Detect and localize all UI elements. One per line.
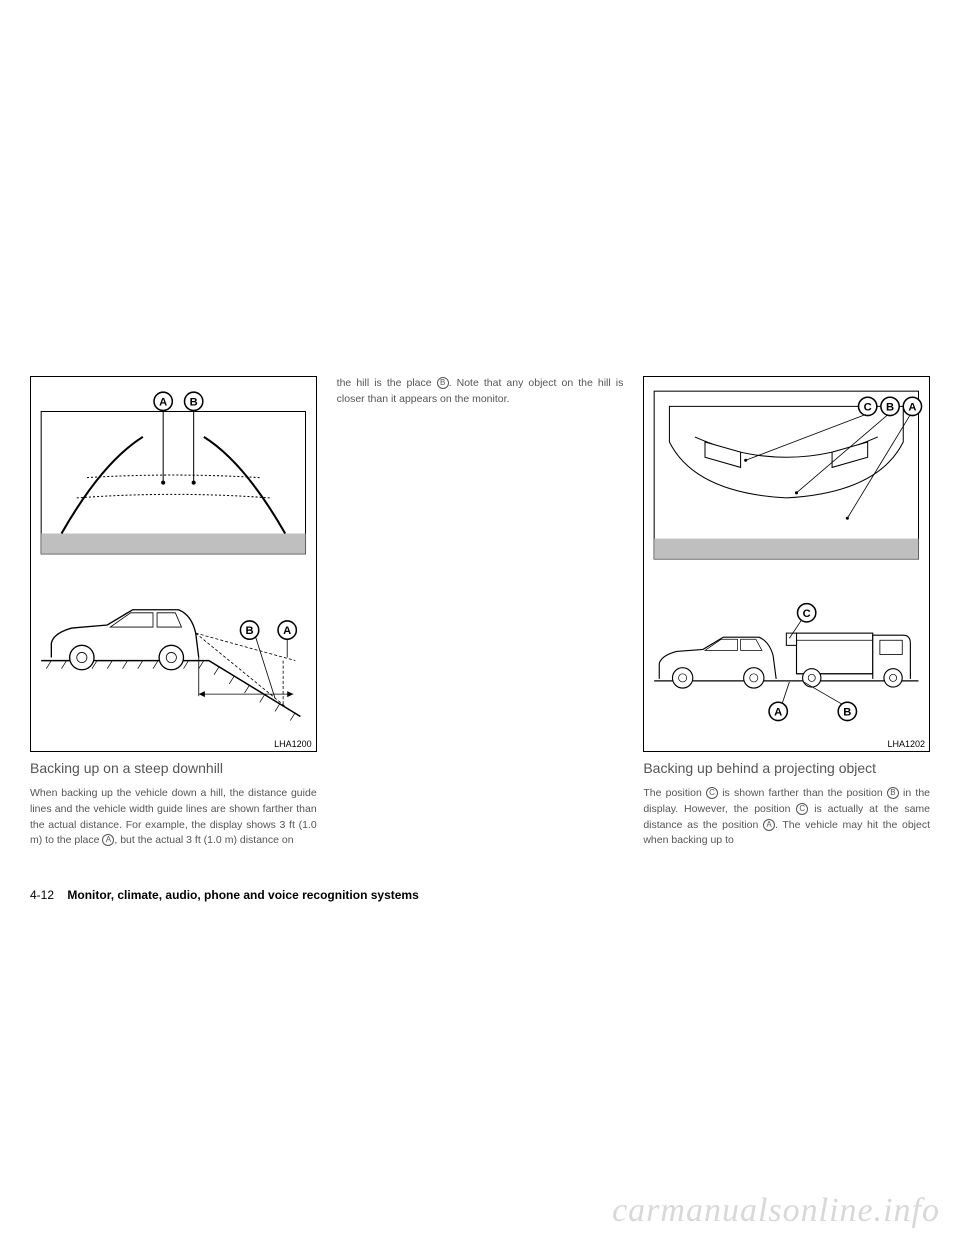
text-segment: the hill is the place [337, 377, 437, 389]
column-middle: the hill is the place B. Note that any o… [337, 376, 624, 849]
text-segment: The position [643, 787, 706, 799]
circled-ref-a: A [102, 834, 114, 846]
label-a-top: A [159, 396, 167, 408]
text-segment: is shown farther than the position [718, 787, 887, 799]
paragraph-continuation: the hill is the place B. Note that any o… [337, 376, 624, 408]
svg-text:A: A [775, 706, 783, 718]
page-number: 4-12 [30, 888, 54, 902]
paragraph-projecting: The position C is shown farther than the… [643, 786, 930, 849]
svg-text:A: A [283, 625, 291, 637]
heading-projecting: Backing up behind a projecting object [643, 760, 930, 776]
figure-downhill-svg: A B [31, 377, 316, 751]
text-segment: , but the actual 3 ft (1.0 m) distance o… [114, 834, 293, 846]
heading-downhill: Backing up on a steep downhill [30, 760, 317, 776]
section-title: Monitor, climate, audio, phone and voice… [67, 888, 418, 902]
label-b-top: B [190, 396, 198, 408]
figure-code: LHA1200 [274, 739, 312, 749]
figure-projecting: C B A [643, 376, 930, 752]
page-content: A B [30, 376, 930, 849]
page-footer: 4-12 Monitor, climate, audio, phone and … [30, 888, 419, 902]
svg-text:B: B [844, 706, 852, 718]
circled-ref-a: A [763, 819, 775, 831]
circled-ref-b: B [437, 377, 449, 389]
figure-code: LHA1202 [887, 739, 925, 749]
column-right: C B A [643, 376, 930, 849]
column-left: A B [30, 376, 317, 849]
circled-ref-c: C [796, 803, 808, 815]
circled-ref-c: C [706, 787, 718, 799]
svg-text:C: C [803, 608, 811, 620]
figure-projecting-svg: C B A [644, 377, 929, 751]
svg-text:B: B [246, 625, 254, 637]
svg-text:A: A [909, 401, 917, 413]
paragraph-downhill: When backing up the vehicle down a hill,… [30, 786, 317, 849]
circled-ref-b: B [887, 787, 899, 799]
svg-text:C: C [864, 401, 872, 413]
svg-text:B: B [886, 401, 894, 413]
figure-downhill: A B [30, 376, 317, 752]
watermark: carmanualsonline.info [612, 1192, 940, 1230]
